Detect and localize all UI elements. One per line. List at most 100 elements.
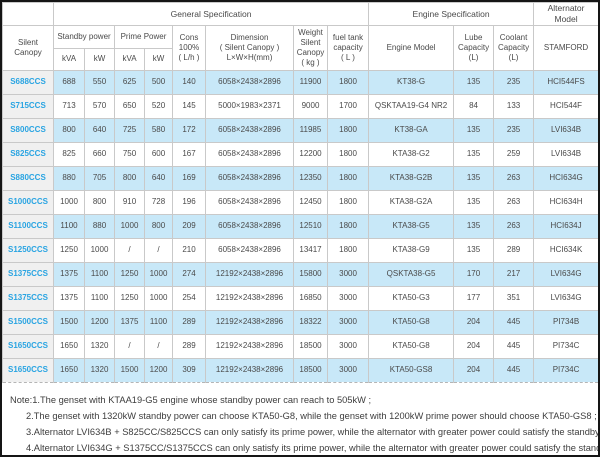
header-standby-kva: kVA [53, 48, 85, 71]
cell-cons: 145 [172, 94, 206, 119]
cell-standby-kva: 1650 [53, 358, 85, 383]
cell-prime-kva: 1000 [114, 214, 145, 239]
cell-standby-kw: 1100 [84, 286, 115, 311]
cell-dimension: 5000×1983×2371 [205, 94, 294, 119]
cell-prime-kva: 1500 [114, 358, 145, 383]
cell-alternator: LVI634G [533, 286, 598, 311]
cell-lube: 204 [453, 334, 495, 359]
table-row: S1000CCS 1000 800 910 728 196 6058×2438×2896 12… [2, 190, 598, 215]
cell-lube: 135 [453, 118, 495, 143]
cell-coolant: 263 [493, 214, 535, 239]
cell-lube: 135 [453, 70, 495, 95]
cell-coolant: 235 [493, 70, 535, 95]
cell-prime-kw: / [144, 334, 173, 359]
cell-fuel-tank: 3000 [326, 286, 370, 311]
cell-lube: 170 [453, 262, 495, 287]
table-row: S1500CCS 1500 1200 1375 1100 289 12192×2438×28… [2, 310, 598, 335]
header-standby-power: Standby power [53, 25, 115, 49]
cell-cons: 254 [172, 286, 206, 311]
cell-prime-kw: 800 [144, 214, 173, 239]
cell-alternator: LVI634B [533, 118, 598, 143]
cell-prime-kw: 1000 [144, 286, 173, 311]
cell-prime-kw: 520 [144, 94, 173, 119]
model-cell: S1650CCS [2, 334, 54, 359]
cell-dimension: 12192×2438×2896 [205, 334, 294, 359]
cell-dimension: 12192×2438×2896 [205, 286, 294, 311]
corner-empty-cell [2, 2, 54, 26]
cell-alternator: HCI634K [533, 238, 598, 263]
cell-standby-kw: 800 [84, 190, 115, 215]
cell-engine-model: KTA38-G2B [368, 166, 455, 191]
cell-weight: 11900 [293, 70, 328, 95]
cell-prime-kw: 1100 [144, 310, 173, 335]
cell-lube: 204 [453, 310, 495, 335]
cell-weight: 12450 [293, 190, 328, 215]
cell-cons: 289 [172, 310, 206, 335]
cell-prime-kva: 1250 [114, 262, 145, 287]
cell-prime-kva: 750 [114, 142, 145, 167]
cell-standby-kw: 1200 [84, 310, 115, 335]
header-fuel-tank: fuel tank capacity ( L ) [326, 25, 370, 71]
cell-coolant: 445 [493, 334, 535, 359]
table-row: S688CCS 688 550 625 500 140 6058×2438×2896 1190… [2, 70, 598, 95]
cell-standby-kva: 1375 [53, 286, 85, 311]
cell-cons: 196 [172, 190, 206, 215]
cell-alternator: HCI634J [533, 214, 598, 239]
cell-dimension: 12192×2438×2896 [205, 310, 294, 335]
table-row: S1100CCS 1100 880 1000 800 209 6058×2438×2896 1… [2, 214, 598, 239]
cell-fuel-tank: 3000 [326, 358, 370, 383]
cell-engine-model: KTA50-G8 [368, 310, 455, 335]
cell-fuel-tank: 3000 [326, 262, 370, 287]
cell-prime-kva: 910 [114, 190, 145, 215]
cell-prime-kva: / [114, 334, 145, 359]
cell-weight: 18322 [293, 310, 328, 335]
cell-weight: 18500 [293, 358, 328, 383]
cell-weight: 16850 [293, 286, 328, 311]
cell-fuel-tank: 3000 [326, 310, 370, 335]
header-weight: Weight Silent Canopy ( kg ) [293, 25, 328, 71]
cell-weight: 15800 [293, 262, 328, 287]
cell-dimension: 6058×2438×2896 [205, 214, 294, 239]
cell-coolant: 133 [493, 94, 535, 119]
cell-cons: 274 [172, 262, 206, 287]
model-cell: S880CCS [2, 166, 54, 191]
table-header: General Specification Engine Specificati… [2, 2, 598, 71]
group-alternator-model: Alternator Model [533, 2, 598, 26]
cell-prime-kva: 625 [114, 70, 145, 95]
cell-engine-model: KTA38-G2A [368, 190, 455, 215]
group-engine-specification: Engine Specification [368, 2, 535, 26]
header-dimension: Dimension ( Silent Canopy ) L×W×H(mm) [205, 25, 294, 71]
cell-prime-kva: 800 [114, 166, 145, 191]
cell-weight: 12200 [293, 142, 328, 167]
cell-fuel-tank: 1800 [326, 190, 370, 215]
header-standby-kw: kW [84, 48, 115, 71]
header-prime-power: Prime Power [114, 25, 173, 49]
cell-standby-kva: 880 [53, 166, 85, 191]
cell-standby-kw: 550 [84, 70, 115, 95]
cell-prime-kw: 580 [144, 118, 173, 143]
cell-prime-kva: 1250 [114, 286, 145, 311]
note-line-3: 3.Alternator LVI634B + S825CC/S825CCS ca… [26, 427, 600, 437]
cell-cons: 172 [172, 118, 206, 143]
generator-spec-table: General Specification Engine Specificati… [2, 2, 598, 383]
cell-coolant: 259 [493, 142, 535, 167]
cell-alternator: HCI544F [533, 94, 598, 119]
table-row: S880CCS 880 705 800 640 169 6058×2438×2896 1235… [2, 166, 598, 191]
cell-prime-kw: 500 [144, 70, 173, 95]
cell-standby-kva: 1100 [53, 214, 85, 239]
cell-standby-kw: 640 [84, 118, 115, 143]
cell-alternator: HCI544FS [533, 70, 598, 95]
cell-dimension: 12192×2438×2896 [205, 358, 294, 383]
cell-dimension: 6058×2438×2896 [205, 190, 294, 215]
cell-alternator: PI734C [533, 358, 598, 383]
cell-lube: 204 [453, 358, 495, 383]
cell-cons: 140 [172, 70, 206, 95]
cell-engine-model: KTA38-G5 [368, 214, 455, 239]
cell-standby-kva: 688 [53, 70, 85, 95]
table-row: S1250CCS 1250 1000//210 6058×2438×2896 13417… [2, 238, 598, 263]
cell-coolant: 263 [493, 190, 535, 215]
table-row: S1650CCS 1650 1320 1500 1200 309 12192×2438×28… [2, 358, 598, 383]
cell-standby-kw: 570 [84, 94, 115, 119]
cell-engine-model: KT38-GA [368, 118, 455, 143]
